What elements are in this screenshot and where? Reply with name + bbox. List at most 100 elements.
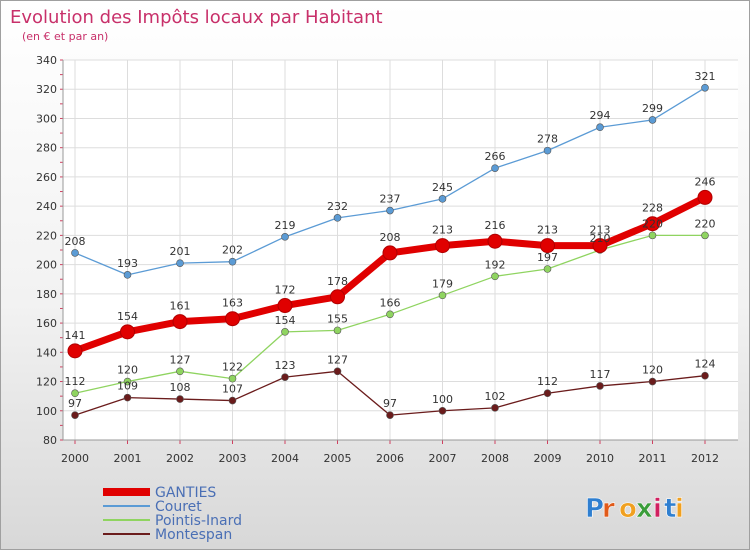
data-label: 213	[537, 224, 558, 237]
data-point	[228, 257, 237, 266]
x-tick-label: 2012	[691, 452, 719, 465]
data-label: 124	[695, 358, 716, 371]
x-tick-label: 2011	[639, 452, 667, 465]
data-label: 112	[537, 375, 558, 388]
data-label: 127	[170, 353, 191, 366]
data-point	[438, 195, 447, 203]
y-tick-label: 240	[36, 200, 57, 213]
data-point	[71, 411, 79, 419]
data-point	[123, 393, 132, 402]
data-label: 141	[65, 329, 86, 342]
data-label: 237	[380, 193, 401, 206]
data-label: 197	[537, 251, 558, 264]
y-tick-label: 80	[43, 434, 57, 447]
data-label: 210	[590, 232, 611, 245]
data-label: 155	[327, 312, 348, 325]
x-tick-label: 2008	[481, 452, 509, 465]
logo-letter: r	[602, 494, 615, 524]
data-label: 299	[642, 102, 663, 115]
data-label: 178	[327, 275, 348, 288]
data-label: 112	[65, 375, 86, 388]
data-label: 108	[170, 381, 191, 394]
data-point	[540, 238, 555, 254]
data-point	[648, 377, 657, 386]
y-tick-label: 160	[36, 317, 57, 330]
logo-letter: i	[675, 494, 684, 524]
data-label: 97	[68, 397, 82, 410]
data-point	[228, 374, 237, 383]
data-point	[487, 233, 503, 249]
logo-letter: x	[636, 494, 653, 524]
data-label: 321	[695, 70, 716, 83]
data-label: 213	[590, 224, 611, 237]
chart-title: Evolution des Impôts locaux par Habitant	[10, 7, 383, 28]
data-point	[176, 395, 184, 403]
x-tick-label: 2000	[61, 452, 89, 465]
legend-label: GANTIES	[155, 485, 216, 501]
legend-label: Couret	[155, 499, 202, 515]
y-tick-label: 260	[36, 171, 57, 184]
data-point	[123, 271, 132, 279]
y-tick-label: 200	[36, 259, 57, 272]
data-point	[382, 245, 398, 261]
data-point	[123, 377, 132, 386]
data-point	[281, 233, 289, 241]
data-point	[176, 367, 184, 376]
x-tick-label: 2009	[534, 452, 562, 465]
data-label: 109	[117, 380, 138, 393]
data-point	[701, 371, 709, 380]
legend-label: Pointis-Inard	[155, 513, 242, 529]
x-tick-label: 2006	[376, 452, 404, 465]
data-label: 172	[275, 284, 296, 297]
y-tick-label: 300	[36, 112, 57, 125]
y-tick-label: 340	[36, 54, 57, 67]
data-point	[435, 238, 450, 254]
data-label: 202	[222, 244, 243, 257]
y-tick-label: 320	[36, 83, 57, 96]
y-tick-label: 180	[36, 288, 57, 301]
data-label: 161	[170, 300, 191, 313]
data-point	[333, 214, 342, 222]
y-tick-label: 140	[36, 346, 57, 359]
data-point	[281, 328, 289, 336]
data-point	[172, 314, 188, 330]
data-label: 123	[275, 359, 296, 372]
x-tick-label: 2001	[114, 452, 142, 465]
data-point	[438, 406, 447, 415]
data-label: 245	[432, 181, 453, 194]
data-label: 166	[380, 296, 401, 309]
data-label: 120	[117, 364, 138, 377]
data-label: 213	[432, 224, 453, 237]
data-point	[543, 265, 552, 273]
data-point	[330, 289, 345, 305]
x-tick-label: 2003	[219, 452, 247, 465]
x-tick-label: 2010	[586, 452, 614, 465]
data-label: 246	[695, 175, 716, 188]
data-point	[333, 367, 342, 376]
data-point	[491, 164, 499, 172]
data-label: 278	[537, 133, 558, 146]
chart-subtitle: (en € et par an)	[22, 30, 108, 43]
y-tick-label: 280	[36, 142, 57, 155]
data-label: 192	[485, 258, 506, 271]
data-point	[645, 216, 660, 232]
data-point	[491, 404, 499, 412]
data-label: 193	[117, 257, 138, 270]
data-label: 102	[485, 390, 506, 403]
data-point	[543, 389, 552, 398]
data-label: 266	[485, 150, 506, 163]
data-label: 163	[222, 297, 243, 310]
data-point	[701, 83, 709, 92]
logo-letter: o	[619, 494, 637, 524]
data-label: 127	[327, 353, 348, 366]
data-label: 154	[275, 314, 296, 327]
data-point	[596, 123, 604, 132]
data-point	[277, 298, 293, 314]
data-point	[120, 324, 135, 340]
data-label: 117	[590, 368, 611, 381]
y-tick-label: 120	[36, 376, 57, 389]
y-tick-label: 220	[36, 229, 57, 242]
data-point	[592, 238, 608, 254]
data-label: 107	[222, 383, 243, 396]
